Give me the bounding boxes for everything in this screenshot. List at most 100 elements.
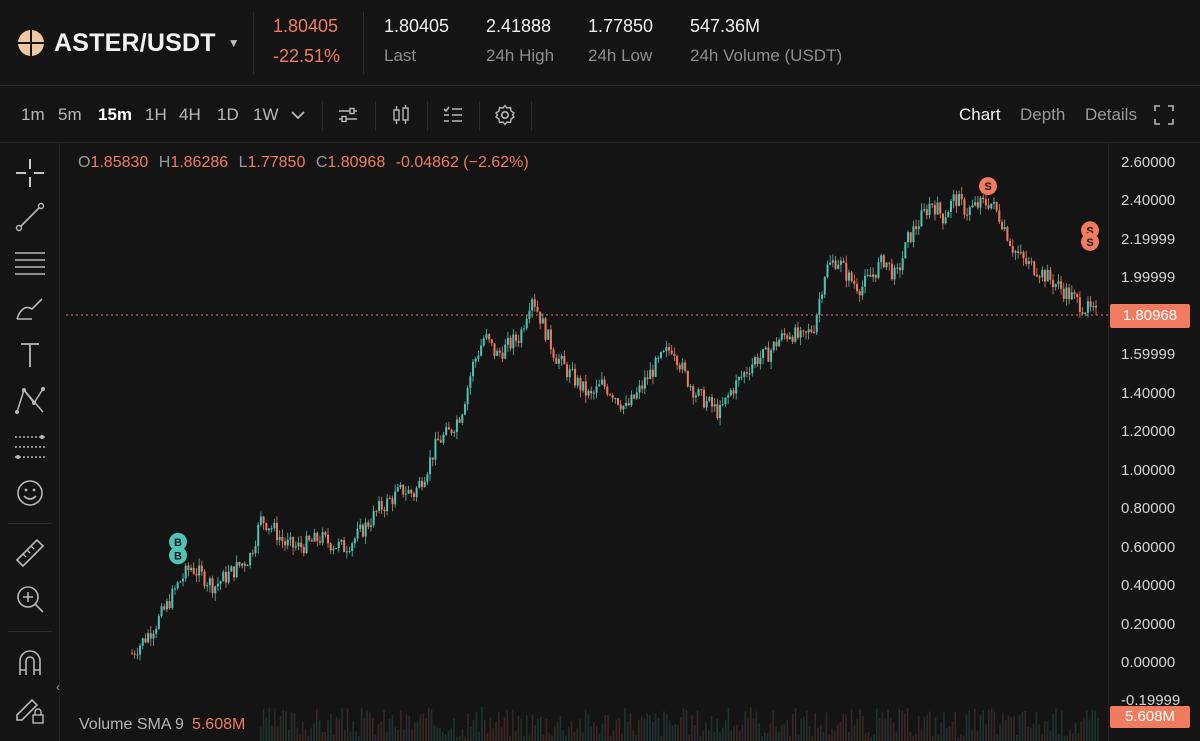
volume-bar — [741, 724, 744, 741]
timeframe-1m[interactable]: 1m — [21, 105, 45, 124]
volume-bar — [372, 717, 374, 741]
volume-bar — [380, 721, 382, 741]
volume-bar — [456, 736, 458, 741]
tab-details[interactable]: Details — [1085, 105, 1137, 124]
volume-bar — [604, 714, 606, 741]
candle — [310, 537, 313, 542]
list-icon[interactable] — [441, 103, 465, 127]
aster-logo-icon — [18, 30, 44, 56]
volume-bar — [534, 724, 536, 741]
fib-lines-icon[interactable] — [12, 429, 48, 465]
volume-bar — [727, 708, 730, 741]
volume-bar — [1055, 708, 1057, 741]
candle — [1060, 275, 1063, 295]
volume-bar — [386, 732, 388, 741]
volume-bar — [355, 731, 357, 741]
candle — [595, 379, 598, 399]
zoom-in-icon[interactable] — [12, 581, 48, 617]
candle — [732, 387, 735, 399]
candle — [504, 338, 507, 360]
candle — [1084, 311, 1087, 316]
candle — [211, 575, 214, 598]
candle — [947, 210, 950, 218]
indicators-icon[interactable] — [336, 103, 360, 127]
candle — [735, 374, 738, 400]
lock-pencil-icon[interactable] — [12, 691, 48, 727]
candle — [941, 213, 944, 230]
collapse-toolbar-icon[interactable]: ‹ — [56, 680, 60, 694]
timeframe-4h[interactable]: 4H — [179, 105, 201, 124]
candle — [740, 370, 743, 381]
candle — [466, 385, 469, 411]
candle — [434, 432, 437, 466]
volume-bar — [374, 735, 377, 741]
buy-marker[interactable]: B — [169, 546, 187, 565]
horizontal-lines-icon[interactable] — [12, 245, 48, 281]
volume-bar — [722, 727, 724, 741]
ruler-icon[interactable] — [12, 535, 48, 571]
candle — [646, 370, 649, 385]
trendline-icon[interactable] — [12, 199, 48, 235]
candle — [423, 476, 426, 488]
volume-bar — [929, 711, 931, 741]
volume-bar — [918, 716, 920, 741]
volume-bar — [971, 730, 973, 741]
volume-bar — [450, 728, 452, 741]
volume-bar — [439, 728, 441, 741]
brush-icon[interactable] — [12, 291, 48, 327]
candle-type-icon[interactable] — [389, 103, 413, 127]
chevron-down-icon[interactable] — [286, 103, 310, 127]
crosshair-icon[interactable] — [12, 155, 48, 191]
timeframe-1d[interactable]: 1D — [217, 105, 239, 124]
candle — [278, 530, 281, 546]
timeframe-1w[interactable]: 1W — [253, 105, 279, 124]
price-axis[interactable]: 2.60000 2.40000 2.19999 1.99999 1.59999 1.400… — [1108, 143, 1200, 741]
fullscreen-icon[interactable] — [1152, 103, 1176, 127]
y-tick-label: 0.40000 — [1121, 577, 1176, 595]
tab-depth[interactable]: Depth — [1020, 105, 1066, 124]
y-tick-label: 2.60000 — [1121, 154, 1176, 171]
volume-bar — [881, 712, 884, 741]
candle — [1065, 283, 1068, 306]
candle — [853, 274, 856, 289]
volume-bar — [864, 733, 867, 741]
caret-down-icon[interactable]: ▼ — [227, 36, 240, 50]
timeframe-15m[interactable]: 15m — [98, 105, 133, 124]
volume-bar — [730, 730, 732, 741]
change-percent: -22.51% — [273, 46, 341, 66]
sell-marker[interactable]: S — [979, 177, 997, 196]
candle — [472, 358, 475, 382]
candle — [144, 633, 147, 644]
timeframe-5m[interactable]: 5m — [58, 105, 82, 124]
volume-bar — [467, 713, 469, 741]
magnet-icon[interactable] — [12, 645, 48, 681]
volume-bar — [542, 734, 545, 741]
candle — [547, 329, 550, 341]
volume-sma-value: 5.608M — [191, 716, 246, 733]
settings-icon[interactable] — [493, 103, 517, 127]
candle — [391, 495, 394, 512]
buy-marker[interactable]: B — [169, 532, 187, 551]
candle — [512, 329, 515, 356]
volume-bar — [271, 725, 273, 741]
sell-marker[interactable]: S — [1081, 232, 1099, 251]
pattern-icon[interactable] — [12, 383, 48, 419]
timeframe-1h[interactable]: 1H — [145, 105, 167, 124]
ohlc-h-label: H — [158, 154, 171, 171]
candle — [823, 275, 826, 299]
text-icon[interactable] — [12, 337, 48, 373]
emoji-icon[interactable] — [12, 475, 48, 511]
volume-bar — [643, 718, 646, 741]
volume-histogram — [260, 707, 1099, 741]
candle — [270, 525, 273, 533]
volume-bar — [562, 730, 564, 741]
candle — [265, 522, 268, 532]
volume-bar — [811, 735, 814, 741]
tab-chart[interactable]: Chart — [959, 105, 1001, 124]
volume-bar — [470, 726, 472, 741]
volume-bar — [764, 732, 766, 741]
candle — [380, 496, 383, 515]
svg-text:B: B — [174, 550, 182, 562]
pair-selector[interactable]: ASTER/USDT ▼ — [18, 24, 240, 62]
